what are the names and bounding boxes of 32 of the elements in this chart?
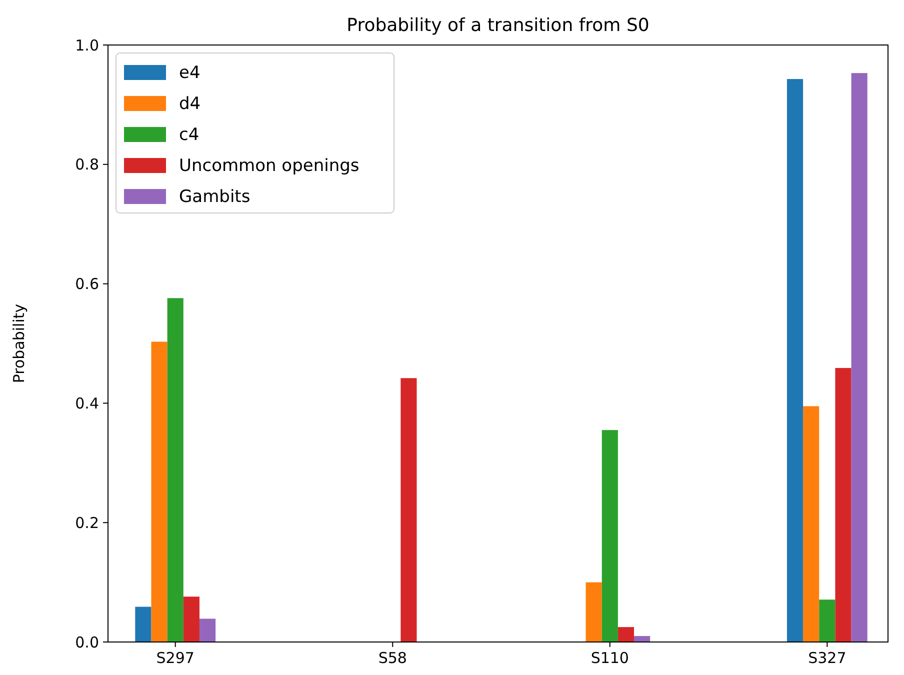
bar xyxy=(199,618,216,642)
bar xyxy=(803,406,820,642)
legend-label: e4 xyxy=(179,63,200,83)
y-tick-label: 0.2 xyxy=(75,514,99,532)
bar xyxy=(819,600,836,642)
bar xyxy=(151,342,168,642)
y-tick-label: 0.4 xyxy=(75,394,99,412)
y-tick-label: 0.8 xyxy=(75,156,99,174)
legend-label: Gambits xyxy=(179,187,250,207)
y-tick-label: 1.0 xyxy=(75,36,99,54)
x-tick-label: S58 xyxy=(378,649,407,667)
y-axis-title: Probability xyxy=(10,304,28,384)
x-tick-label: S327 xyxy=(808,649,846,667)
legend-label: d4 xyxy=(179,94,201,114)
bar xyxy=(618,627,634,642)
bar xyxy=(851,73,868,642)
y-tick-label: 0.6 xyxy=(75,275,99,294)
bar xyxy=(135,606,152,642)
chart-title: Probability of a transition from S0 xyxy=(346,15,650,36)
bar xyxy=(634,636,650,642)
y-tick-label: 0.0 xyxy=(75,633,99,652)
bar xyxy=(167,298,184,642)
bar xyxy=(586,582,602,642)
x-tick-label: S297 xyxy=(156,649,194,667)
x-tick-label: S110 xyxy=(590,649,629,667)
bar xyxy=(183,596,200,642)
legend-label: c4 xyxy=(179,125,200,145)
bar xyxy=(400,378,417,642)
bar xyxy=(602,430,618,642)
bar xyxy=(835,368,852,642)
bar xyxy=(786,79,804,642)
legend-label: Uncommon openings xyxy=(179,156,360,176)
